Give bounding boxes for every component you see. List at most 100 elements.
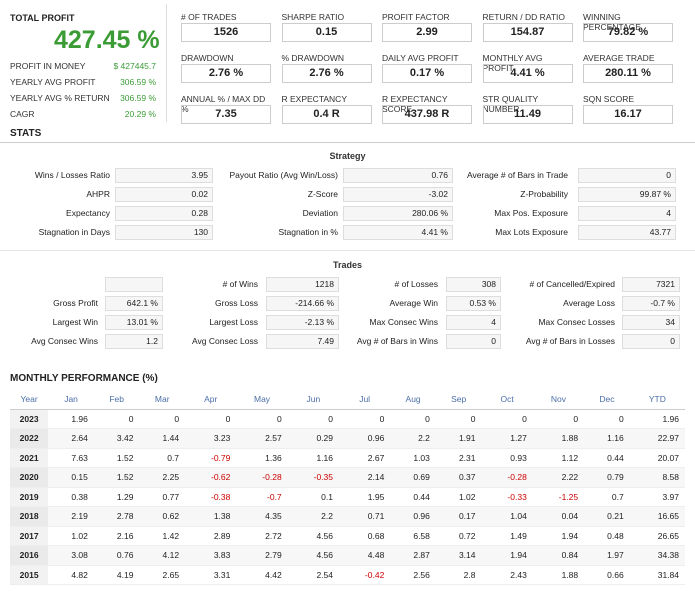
value-cell: 0 (236, 409, 288, 429)
value-cell: 1.02 (48, 526, 94, 546)
yearly-avg-return-row: YEARLY AVG % RETURN 306.59 % (10, 93, 156, 103)
value-cell: 0.1 (287, 487, 339, 507)
value-cell: 3.08 (48, 545, 94, 566)
trade-value-of-cancelled-expired: 7321 (622, 277, 680, 292)
metric-winning-percentage: WINNING PERCENTAGE 79.82 % (576, 8, 673, 42)
value-cell: 1.29 (93, 487, 140, 507)
metric-value: 11.49 (482, 105, 573, 124)
stats-title: STATS (10, 128, 42, 139)
value-cell: 1.16 (287, 448, 339, 468)
stat-label: Max Pos. Exposure (494, 208, 568, 218)
trade-value-gross-loss: -214.66 % (266, 296, 339, 311)
stat-label: Average # of Bars in Trade (467, 170, 568, 180)
value-cell: 0 (584, 409, 630, 429)
value-cell: 1.52 (93, 448, 140, 468)
value-cell: 0.69 (390, 467, 436, 488)
trade-value-of-wins: 1218 (266, 277, 339, 292)
yearly-avg-profit-row: YEARLY AVG PROFIT 306.59 % (10, 77, 156, 87)
col-header-sep: Sep (435, 390, 482, 410)
value-cell: 0 (390, 409, 436, 429)
trade-label: Avg Consec Wins (31, 336, 98, 346)
value-cell: 0.17 (435, 506, 482, 527)
trade-value-of-losses: 308 (446, 277, 501, 292)
stat-value-max-pos-exposure: 4 (578, 206, 676, 221)
value-cell: 4.35 (236, 506, 288, 527)
metric-label: PROFIT FACTOR (382, 12, 450, 22)
trade-label: Gross Loss (215, 298, 258, 308)
value-cell: 4.19 (93, 565, 140, 585)
profit-in-money-row: PROFIT IN MONEY $ 427445.7 (10, 61, 156, 71)
stat-label: Max Lots Exposure (495, 227, 568, 237)
value-cell: 8.58 (629, 467, 685, 488)
value-cell: 3.31 (185, 565, 237, 585)
value-cell: 2.25 (139, 467, 186, 488)
value-cell: 1.12 (532, 448, 585, 468)
value-cell: 2.14 (338, 467, 391, 488)
value-cell: 2.89 (185, 526, 237, 546)
col-header-oct: Oct (481, 390, 533, 410)
col-header-mar: Mar (139, 390, 186, 410)
trade-label: Avg # of Bars in Losses (525, 336, 615, 346)
value-cell: 0.04 (532, 506, 585, 527)
col-header-ytd: YTD (629, 390, 685, 410)
value-cell: 4.48 (338, 545, 391, 566)
trade-value-avg-of-bars-in-wins: 0 (446, 334, 501, 349)
trade-label: Avg Consec Loss (192, 336, 258, 346)
value-cell: -0.38 (185, 487, 237, 507)
trade-value-avg-consec-wins: 1.2 (105, 334, 163, 349)
monthly-performance-table: Year Jan Feb Mar Apr May Jun Jul Aug Sep Oct Nov Dec… (10, 390, 685, 585)
metric-r-expectancy-score: R EXPECTANCY SCORE 437.98 R (375, 90, 472, 124)
metric-label: % DRAWDOWN (281, 53, 344, 63)
metric-daily-avg-profit: DAILY AVG PROFIT 0.17 % (375, 49, 472, 83)
value-cell: 0.84 (532, 545, 585, 566)
value-cell: -0.35 (287, 467, 339, 488)
value-cell: 6.58 (390, 526, 436, 546)
col-header-may: May (236, 390, 288, 410)
value-cell: 0.68 (338, 526, 391, 546)
trade-label: Max Consec Wins (369, 317, 439, 327)
value-cell: 2.19 (48, 506, 94, 527)
value-cell: 2.79 (236, 545, 288, 566)
trade-value-largest-win: 13.01 % (105, 315, 163, 330)
value-cell: 4.12 (139, 545, 186, 566)
value-cell: 1.16 (584, 428, 630, 449)
stat-value-deviation: 280.06 % (343, 206, 453, 221)
value-cell: 4.56 (287, 545, 339, 566)
table-row: 2018 2.19 2.78 0.62 1.38 4.35 2.2 0.71 0.96 0.17 1… (10, 506, 685, 527)
year-cell: 2018 (10, 506, 49, 527)
value-cell: 1.44 (139, 428, 186, 449)
trade-value-max-consec-losses: 34 (622, 315, 680, 330)
stat-value-stagnation-in-days: 130 (115, 225, 213, 240)
value-cell: 0.29 (287, 428, 339, 449)
value-cell: 0 (93, 409, 140, 429)
value-cell: 2.56 (390, 565, 436, 585)
value-cell: 1.04 (481, 506, 533, 527)
stat-value-stagnation-in: 4.41 % (343, 225, 453, 240)
value-cell: 0.15 (48, 467, 94, 488)
year-cell: 2015 (10, 565, 49, 585)
trade-label: Average Win (389, 298, 438, 308)
value-cell: 2.31 (435, 448, 482, 468)
value-cell: 0.66 (584, 565, 630, 585)
value-cell: 3.83 (185, 545, 237, 566)
stat-label: Stagnation in % (278, 227, 338, 237)
value-cell: 0.7 (139, 448, 186, 468)
trade-label: Average Loss (563, 298, 615, 308)
trade-value-blank (105, 277, 163, 292)
trade-value-avg-of-bars-in-losses: 0 (622, 334, 680, 349)
value-cell: 1.94 (532, 526, 585, 546)
metric-label: ANNUAL % / MAX DD % (181, 94, 266, 114)
value-cell: 0.71 (338, 506, 391, 527)
monthly-title: MONTHLY PERFORMANCE (%) (10, 373, 158, 384)
value-cell: 1.94 (481, 545, 533, 566)
col-header-aug: Aug (390, 390, 436, 410)
value-cell: 0 (532, 409, 585, 429)
value-cell: 0.76 (93, 545, 140, 566)
trade-value-average-win: 0.53 % (446, 296, 501, 311)
value-cell: 0.38 (48, 487, 94, 507)
stat-value-ahpr: 0.02 (115, 187, 213, 202)
value-cell: 2.2 (390, 428, 436, 449)
col-header-nov: Nov (532, 390, 585, 410)
trade-label: # of Wins (222, 279, 258, 289)
value-cell: -0.7 (236, 487, 288, 507)
